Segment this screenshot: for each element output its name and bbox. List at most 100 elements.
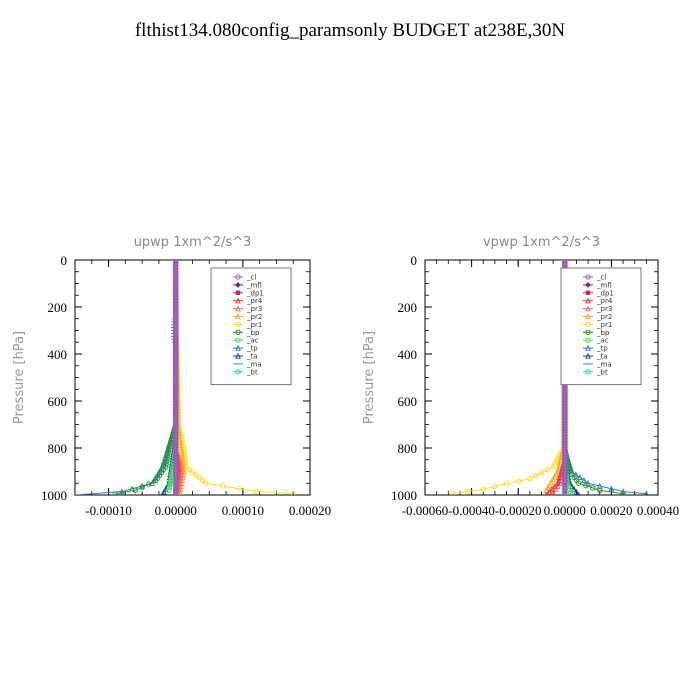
data-point: [173, 455, 179, 461]
data-point: [119, 488, 125, 495]
data-point: [173, 308, 179, 314]
data-point: [549, 485, 555, 492]
data-point: [173, 381, 179, 388]
data-point: [173, 260, 179, 263]
x-tick-label: -0.00040: [448, 503, 495, 518]
data-point: [173, 387, 179, 393]
data-point: [173, 421, 179, 427]
data-point: [173, 367, 179, 374]
legend-label: _pr4: [596, 297, 613, 305]
data-point: [139, 484, 145, 490]
data-point: [173, 461, 179, 467]
data-point: [167, 442, 173, 448]
data-point: [290, 491, 296, 495]
data-point: [562, 463, 568, 470]
data-point: [573, 488, 580, 495]
data-point: [167, 479, 174, 485]
legend-marker: [235, 329, 241, 335]
data-point: [173, 322, 179, 328]
data-point: [186, 466, 192, 473]
data-point: [173, 262, 179, 269]
legend-label: _dp1: [246, 289, 264, 297]
legend-label: _mfl: [246, 281, 262, 289]
data-point: [554, 482, 561, 489]
data-point: [146, 481, 152, 487]
data-point: [480, 486, 486, 492]
legend-label: _bt: [246, 368, 258, 376]
legend-label: _dp1: [596, 289, 614, 297]
legend-label: _pr3: [596, 305, 612, 313]
series-tp: [75, 260, 179, 495]
data-point: [590, 485, 596, 491]
data-point: [173, 444, 179, 450]
legend-marker: [235, 313, 241, 320]
data-point: [562, 466, 568, 473]
data-point: [173, 359, 179, 365]
legend-label: _mfl: [596, 281, 612, 289]
data-point: [562, 424, 568, 430]
data-point: [173, 469, 179, 476]
data-point: [173, 404, 179, 410]
panel-title: upwp 1xm^2/s^3: [134, 235, 252, 250]
data-point: [173, 432, 179, 439]
data-point: [168, 476, 174, 483]
y-tick-label: 200: [398, 300, 418, 315]
data-point: [173, 282, 179, 289]
data-point: [112, 491, 118, 495]
legend-marker: [235, 352, 241, 359]
data-point: [173, 446, 179, 453]
legend-marker: [585, 290, 591, 295]
x-tick-label: -0.00060: [402, 503, 449, 518]
legend-label: _tp: [246, 345, 258, 353]
data-point: [173, 277, 179, 283]
data-point: [152, 478, 159, 484]
data-point: [173, 370, 179, 376]
data-point: [550, 464, 556, 470]
y-tick-label: 0: [61, 253, 68, 268]
data-point: [562, 421, 568, 427]
data-point: [644, 490, 649, 495]
figure-title: flthist134.080config_paramsonly BUDGET a…: [134, 20, 566, 41]
chart-panel-1: upwp 1xm^2/s^3 Pressure [hPa] 0 200 400 600 80…: [12, 235, 331, 518]
legend-label: _ma: [596, 360, 612, 368]
x-tick-label: 0.00000: [544, 503, 586, 518]
data-point: [173, 478, 179, 484]
data-point: [154, 471, 161, 478]
data-point: [173, 279, 179, 286]
data-point: [562, 446, 568, 453]
data-point: [173, 364, 179, 371]
data-point: [173, 333, 179, 340]
legend-marker: [585, 305, 591, 312]
legend-marker: [585, 282, 591, 288]
data-point: [139, 482, 146, 489]
x-tick-label: 0.00010: [222, 503, 264, 518]
data-point: [527, 475, 533, 482]
x-tick-label: 0.00040: [637, 503, 679, 518]
data-point: [562, 444, 568, 450]
data-point: [163, 458, 170, 465]
data-point: [562, 480, 568, 487]
data-point: [608, 485, 615, 492]
data-point: [562, 393, 568, 399]
data-point: [544, 467, 551, 473]
data-point: [562, 404, 568, 410]
legend-marker: [585, 337, 591, 343]
data-point: [163, 461, 169, 467]
data-point: [562, 398, 568, 405]
data-point: [173, 475, 179, 481]
legend-label: _tp: [596, 345, 608, 353]
data-point: [173, 483, 179, 490]
data-point: [465, 488, 471, 495]
data-point: [562, 384, 568, 391]
data-point: [173, 342, 179, 348]
data-point: [562, 410, 568, 416]
data-point: [166, 487, 172, 493]
data-point: [562, 452, 568, 459]
data-point: [173, 449, 179, 456]
legend-marker: [235, 337, 241, 343]
series-line: [452, 260, 566, 495]
x-tick-label: 0.00000: [155, 503, 197, 518]
legend-label: _pr2: [246, 313, 262, 321]
data-point: [562, 260, 568, 266]
data-point: [173, 350, 179, 357]
